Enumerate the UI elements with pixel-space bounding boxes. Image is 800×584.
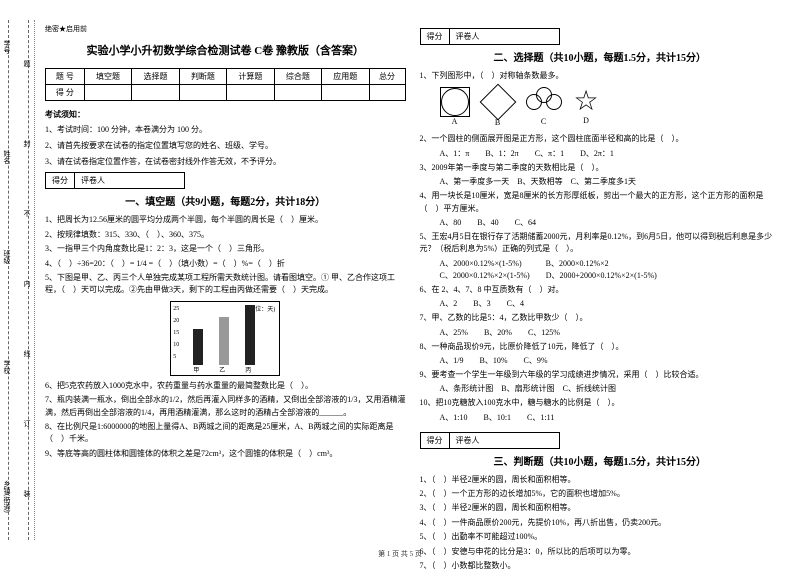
bar-chart: (单位：天) 25 20 15 10 5 甲 乙 丙 [170, 301, 280, 376]
q: 2、按规律填数：315、330、（ ）、360、375。 [45, 229, 406, 241]
section1-title: 一、填空题（共9小题，每题2分，共计18分） [45, 193, 406, 208]
opts: A、1:10 B、10:1 C、1:11 [420, 412, 781, 424]
q: 5、下图是甲、乙、丙三个人单独完成某项工程所需天数统计图。请看图填空。① 甲、乙… [45, 272, 406, 297]
q: 1、（ ）半径2厘米的圆，周长和面积相等。 [420, 474, 781, 486]
opts: A、25% B、20% C、125% [420, 327, 781, 339]
q: 3、一指甲三个内角度数比是1：2：3，这是一个（ ）三角形。 [45, 243, 406, 255]
q: 6、把5克农药放入1000克水中，农药重量与药水重量的最简整数比是（ ）。 [45, 380, 406, 392]
shape-options: A B C ☆D [420, 86, 781, 127]
fold: 订 [22, 420, 32, 427]
opts: A、2000×0.12%×(1-5%) B、2000×0.12%×2 [420, 258, 781, 270]
section3-title: 三、判断题（共10小题，每题1.5分，共计15分） [420, 453, 781, 468]
q: 4、（ ）÷36=20：（ ）= 1/4 =（ ）（填小数）=（ ）%=（ ）折 [45, 258, 406, 270]
q: 7、（ ）小数都比整数小。 [420, 560, 781, 572]
opts: A、1/9 B、10% C、9% [420, 355, 781, 367]
q: 2、（ ）一个正方形的边长增加5%，它的面积也增加5%。 [420, 488, 781, 500]
side-label: 姓名 [2, 150, 12, 164]
notice-item: 3、请在试卷指定位置作答，在试卷密封线外作答无效，不予评分。 [45, 156, 406, 169]
shape-a: A [440, 87, 470, 126]
score-box: 得分评卷人 [420, 28, 560, 45]
q: 7、甲、乙数的比是5：4，乙数比甲数少（ ）。 [420, 312, 781, 324]
score-table: 题 号填空题选择题判断题计算题综合题应用题总分 得 分 [45, 68, 406, 101]
notice-head: 考试须知： [45, 109, 406, 120]
q: 1、下列图形中，（ ）对称轴条数最多。 [420, 70, 781, 82]
score-box: 得分评卷人 [420, 432, 560, 449]
fold: 线 [22, 350, 32, 357]
side-label: 班级 [2, 250, 12, 264]
shape-d: ☆D [574, 88, 599, 125]
left-column: 绝密★启用前 实验小学小升初数学综合检测试卷 C卷 豫教版（含答案） 题 号填空… [45, 24, 406, 574]
opts: A、条形统计图 B、扇形统计图 C、折线统计图 [420, 383, 781, 395]
q: 4、用一块长是10厘米，宽是8厘米的长方形厚纸板，剪出一个最大的正方形，这个正方… [420, 190, 781, 215]
q: 5、王宏4月5日在银行存了活期储蓄2000元，月利率是0.12%，到6月5日，他… [420, 231, 781, 256]
q: 8、一种商品现价9元，比原价降低了10元，降低了（ ）。 [420, 341, 781, 353]
fold: 封 [22, 140, 32, 147]
star-icon: ☆ [574, 88, 599, 116]
q: 3、2009年第一季度与第二季度的天数相比是（ ）。 [420, 162, 781, 174]
exam-title: 实验小学小升初数学综合检测试卷 C卷 豫教版（含答案） [45, 42, 406, 58]
side-label: 学校 [2, 360, 12, 374]
shape-b: B [482, 86, 514, 127]
opts: A、2 B、3 C、4 [420, 298, 781, 310]
q: 10、把10克糖放入100克水中，糖与糖水的比例是（ ）。 [420, 397, 781, 409]
side-label: 学号 [2, 40, 12, 54]
section2-title: 二、选择题（共10小题，每题1.5分，共计15分） [420, 49, 781, 64]
fold: 内 [22, 280, 32, 287]
q: 8、在比例尺是1:6000000的地图上量得A、B两城之间的距离是25厘米，A、… [45, 421, 406, 446]
q: 2、一个圆柱的侧面展开图是正方形，这个圆柱底面半径和高的比是（ ）。 [420, 133, 781, 145]
fold: 装 [22, 490, 32, 497]
right-column: 得分评卷人 二、选择题（共10小题，每题1.5分，共计15分） 1、下列图形中，… [420, 24, 781, 574]
opts: A、1：π B、1：2π C、π：1 D、2π：1 [420, 148, 781, 160]
notice-item: 2、请首先按要求在试卷的指定位置填写您的姓名、班级、学号。 [45, 140, 406, 153]
q: 9、等底等高的圆柱体和圆锥体的体积之差是72cm³，这个圆锥的体积是（ ）cm³… [45, 448, 406, 460]
fold: 题 [22, 60, 32, 67]
opts: A、第一季度多一天 B、天数相等 C、第二季度多1天 [420, 176, 781, 188]
q: 1、把周长为12.56厘米的圆平均分成两个半圆，每个半圆的周长是（ ）厘米。 [45, 214, 406, 226]
shape-c: C [526, 87, 562, 126]
notice-item: 1、考试时间：100 分钟，本卷满分为 100 分。 [45, 124, 406, 137]
side-label: 乡镇(街道) [2, 480, 12, 513]
fold: 不 [22, 210, 32, 217]
q: 6、在 2、4、7、8 中互质数有（ ）对。 [420, 284, 781, 296]
secret-label: 绝密★启用前 [45, 24, 406, 34]
score-box: 得分评卷人 [45, 172, 185, 189]
opts: A、80 B、40 C、64 [420, 217, 781, 229]
q: 9、要考查一个学生一年级到六年级的学习成绩进步情况，采用（ ）比较合适。 [420, 369, 781, 381]
q: 3、（ ）半径2厘米的圆，周长和面积相等。 [420, 502, 781, 514]
page-footer: 第 1 页 共 5 页 [0, 549, 800, 559]
q: 5、（ ）出勤率不可能超过100%。 [420, 531, 781, 543]
q: 7、瓶内装满一瓶水，倒出全部水的1/2，然后再灌入同样多的酒精，又倒出全部溶液的… [45, 394, 406, 419]
opts: C、2000×0.12%×2×(1-5%) D、2000+2000×0.12%×… [420, 270, 781, 282]
q: 4、（ ）一件商品原价200元，先提价10%，再八折出售，仍卖200元。 [420, 517, 781, 529]
